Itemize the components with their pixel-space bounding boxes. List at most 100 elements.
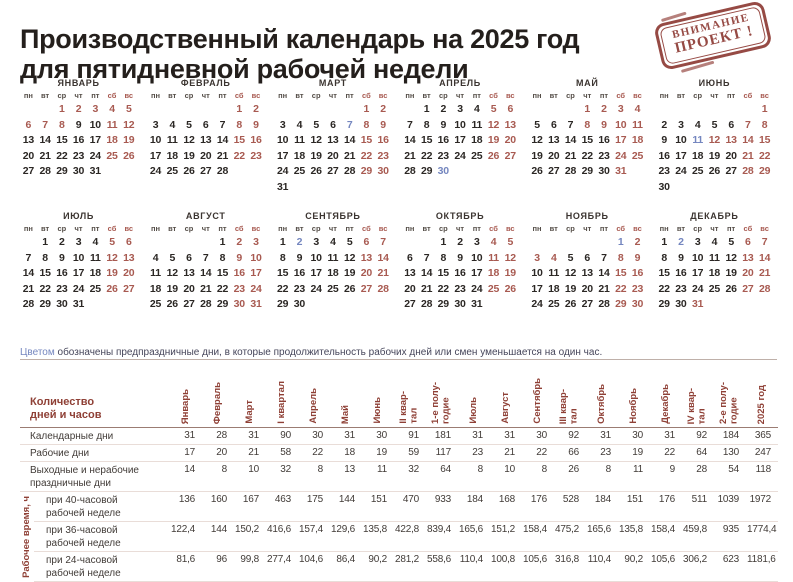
day-cell: 14 [343,134,356,146]
day-cell [37,102,54,118]
weekday-header-row: пн вт ср чт пт сб вс [529,224,646,235]
day-cell: 7 [202,251,209,264]
cell-value: 64 [426,461,459,492]
day-cell: 22 [758,149,771,162]
day-cell [485,297,502,313]
day-cell: 11 [548,267,560,279]
weekday-label: вс [124,91,134,100]
day-cell: 1 [423,103,430,115]
day-cell: 1 [617,236,624,248]
weekday-label: вт [676,91,686,100]
day-cell: 17 [310,267,322,279]
cell-value: 511 [682,491,715,522]
weekday-label: чт [201,224,210,233]
weekday-label: пн [532,91,542,100]
days-grid: 1 2 3 4 5 6 7 8 9 10 11 12 13 14 15 16 17 18 19 20 21 22 23 24 2… [20,102,137,180]
day-cell: 26 [310,165,322,177]
day-cell: 23 [454,282,466,295]
column-header: Ноябрь [618,362,651,428]
weekday-label: сб [616,91,626,100]
weekday-label: ср [57,91,67,100]
weekday-label: вт [422,224,431,233]
cell-value: 277,4 [266,551,299,582]
day-cell [723,102,740,118]
column-header-label: Ноябрь [627,388,639,424]
day-cell: 27 [742,282,754,295]
table-header-row: Количество дней и часов Январь Февраль Мар… [20,362,779,428]
day-cell: 25 [692,165,704,177]
day-cell: 12 [487,118,500,131]
day-cell: 21 [758,267,771,279]
day-cell: 26 [183,165,195,177]
day-cell [308,102,325,118]
day-cell: 13 [725,134,737,146]
day-cell: 4 [330,236,336,248]
weekday-label: сб [489,224,498,233]
day-cell: 24 [250,282,262,295]
day-cell: 29 [277,298,289,310]
weekday-label: вс [124,224,134,233]
cell-value: 165,6 [586,521,619,552]
day-cell: 17 [454,134,466,146]
day-cell: 17 [471,267,483,279]
day-cell [706,102,723,118]
day-cell: 27 [504,149,516,162]
day-cell: 16 [293,267,306,279]
day-cell: 30 [675,298,687,310]
column-header-label: IV квар- тал [686,387,709,424]
weekday-label: пн [405,91,415,100]
weekday-label: вт [41,91,50,100]
weekday-label: пн [23,224,33,233]
cell-value: 54 [714,461,747,492]
day-cell: 16 [437,134,449,146]
day-cell [706,297,723,313]
day-cell: 28 [598,298,610,310]
day-cell: 15 [758,134,771,146]
weekday-header-row: пн вт ср чт пт сб вс [274,224,391,235]
weekday-label: вт [168,224,177,233]
day-cell: 20 [22,149,34,162]
day-cell: 24 [692,282,704,295]
cell-value: 1972 [746,491,779,522]
day-cell [723,180,740,196]
day-cell [341,102,358,118]
day-cell: 13 [183,267,195,279]
day-cell: 17 [531,282,543,295]
day-cell: 9 [678,251,684,264]
weekday-label: сб [234,91,244,100]
day-cell: 27 [327,165,339,177]
day-cell: 28 [758,282,771,295]
cell-value: 31 [458,427,491,445]
column-header-label: Май [339,404,351,424]
cell-value: 19 [618,444,651,462]
cell-value: 105,6 [650,551,683,582]
day-cell: 7 [42,118,48,131]
day-cell: 11 [709,251,720,264]
day-cell: 2 [75,103,82,115]
day-cell: 25 [631,149,644,162]
day-cell: 17 [72,267,85,279]
day-cell: 2 [457,236,463,248]
day-cell: 3 [92,103,99,115]
day-cell: 17 [89,134,101,146]
day-cell: 9 [457,251,463,264]
day-cell: 29 [56,165,68,177]
day-cell: 5 [186,118,192,131]
day-cell: 25 [471,149,483,162]
day-cell: 16 [72,134,85,146]
day-cell: 24 [89,149,101,162]
day-cell [274,102,291,118]
days-grid: 1 2 3 4 5 6 7 8 9 10 11 12 13 14 15 16 17 18 19 20 21 22 23 24 2… [274,235,391,313]
weekday-label: вс [633,224,642,233]
column-header: 1-е полу- годие [426,362,459,428]
day-cell: 21 [404,149,416,162]
day-cell: 7 [601,251,607,264]
days-grid: 1 2 3 4 5 6 7 8 9 10 11 12 13 14 15 16 17 18 19 20 21 22 23 24 2… [656,235,773,313]
day-cell: 2 [634,236,641,248]
day-cell: 11 [692,134,704,146]
day-cell: 29 [437,298,449,310]
day-cell [673,180,690,196]
cell-value: 59 [394,444,427,462]
day-cell: 26 [123,149,135,162]
day-cell: 6 [202,118,209,131]
